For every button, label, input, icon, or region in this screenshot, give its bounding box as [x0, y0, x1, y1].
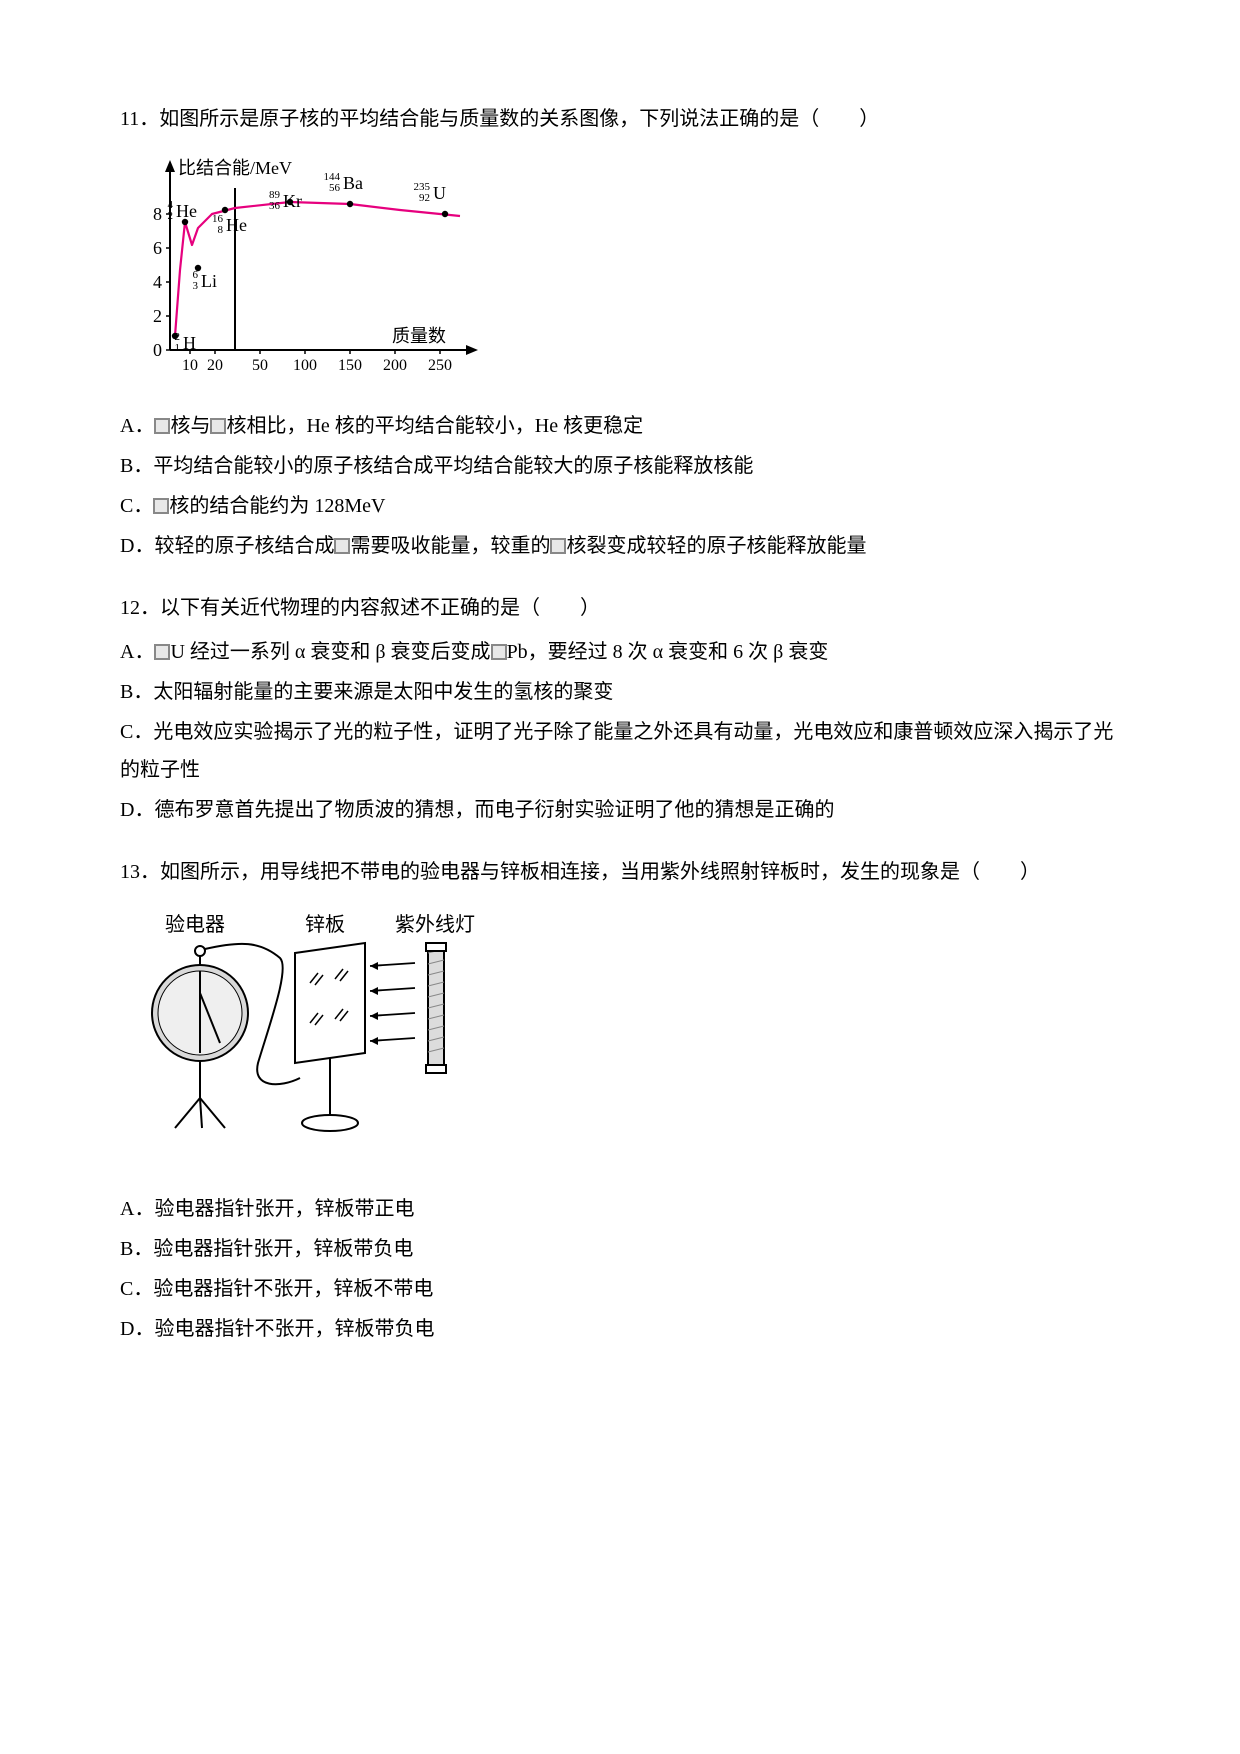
opt-d-pre: D．较轻的原子核结合成	[120, 535, 334, 557]
isotope-placeholder-icon	[154, 418, 170, 434]
q13-stem: 13．如图所示，用导线把不带电的验电器与锌板相连接，当用紫外线照射锌板时，发生的…	[120, 853, 1120, 891]
svg-text:Kr: Kr	[283, 191, 302, 211]
q12-options: A． U 经过一系列 α 衰变和 β 衰变后变成 Pb，要经过 8 次 α 衰变和 …	[120, 633, 1120, 829]
q12-option-b: B．太阳辐射能量的主要来源是太阳中发生的氢核的聚变	[120, 673, 1120, 711]
opt-d-post: 核裂变成较轻的原子核能释放能量	[566, 535, 866, 557]
q11-stem: 11．如图所示是原子核的平均结合能与质量数的关系图像，下列说法正确的是（ ）	[120, 100, 1120, 138]
opt-d-mid: 需要吸收能量，较重的	[350, 535, 550, 557]
svg-text:56: 56	[329, 182, 341, 194]
q12-option-d: D．德布罗意首先提出了物质波的猜想，而电子衍射实验证明了他的猜想是正确的	[120, 791, 1120, 829]
opt-c-post: 核的结合能约为 128MeV	[169, 495, 385, 517]
svg-text:6: 6	[153, 238, 162, 258]
q13-figure: 验电器 锌板 紫外线灯	[140, 903, 480, 1163]
svg-text:H: H	[183, 333, 196, 353]
svg-text:1: 1	[175, 342, 181, 354]
q12-stem: 12．以下有关近代物理的内容叙述不正确的是（ ）	[120, 589, 1120, 627]
q12-option-a: A． U 经过一系列 α 衰变和 β 衰变后变成 Pb，要经过 8 次 α 衰变和 …	[120, 633, 1120, 671]
question-12: 12．以下有关近代物理的内容叙述不正确的是（ ） A． U 经过一系列 α 衰变和…	[120, 589, 1120, 829]
q13-option-b: B．验电器指针张开，锌板带负电	[120, 1230, 1120, 1268]
opt-a-mid1: 核与	[170, 415, 210, 437]
isotope-placeholder-icon	[154, 644, 170, 660]
svg-text:He: He	[176, 201, 197, 221]
isotope-placeholder-icon	[210, 418, 226, 434]
svg-text:Li: Li	[201, 271, 217, 291]
svg-text:200: 200	[383, 357, 407, 374]
opt-a-post: Pb，要经过 8 次 α 衰变和 6 次 β 衰变	[507, 641, 829, 663]
svg-text:10: 10	[182, 357, 198, 374]
svg-text:92: 92	[419, 192, 430, 204]
opt-c-pre: C．	[120, 495, 153, 517]
svg-text:100: 100	[293, 357, 317, 374]
opt-a-mid: U 经过一系列 α 衰变和 β 衰变后变成	[170, 641, 490, 663]
svg-text:验电器: 验电器	[165, 913, 225, 936]
svg-text:3: 3	[193, 280, 199, 292]
isotope-placeholder-icon	[153, 498, 169, 514]
svg-text:Ba: Ba	[343, 173, 363, 193]
q13-option-c: C．验电器指针不张开，锌板不带电	[120, 1270, 1120, 1308]
q11-options: A． 核与核相比，He 核的平均结合能较小，He 核更稳定 B．平均结合能较小的原…	[120, 407, 1120, 565]
svg-text:紫外线灯: 紫外线灯	[395, 913, 475, 936]
svg-text:4: 4	[153, 272, 162, 292]
isotope-placeholder-icon	[491, 644, 507, 660]
q11-option-d: D．较轻的原子核结合成需要吸收能量，较重的核裂变成较轻的原子核能释放能量	[120, 527, 1120, 565]
svg-text:0: 0	[153, 340, 162, 360]
q11-figure: 02468102050100150200250比结合能/MeV质量数21H42H…	[140, 150, 490, 380]
svg-text:36: 36	[269, 200, 281, 212]
q11-option-c: C． 核的结合能约为 128MeV	[120, 487, 1120, 525]
q12-option-c: C．光电效应实验揭示了光的粒子性，证明了光子除了能量之外还具有动量，光电效应和康…	[120, 713, 1120, 789]
opt-a-pre: A．	[120, 415, 154, 437]
svg-text:20: 20	[207, 357, 223, 374]
svg-text:2: 2	[153, 306, 162, 326]
svg-text:比结合能/MeV: 比结合能/MeV	[178, 158, 292, 178]
q13-option-d: D．验电器指针不张开，锌板带负电	[120, 1310, 1120, 1348]
svg-text:8: 8	[218, 224, 224, 236]
svg-text:250: 250	[428, 357, 452, 374]
isotope-placeholder-icon	[550, 538, 566, 554]
svg-text:2: 2	[168, 210, 174, 222]
svg-text:8: 8	[153, 204, 162, 224]
svg-text:He: He	[226, 215, 247, 235]
q13-option-a: A．验电器指针张开，锌板带正电	[120, 1190, 1120, 1228]
q13-options: A．验电器指针张开，锌板带正电 B．验电器指针张开，锌板带负电 C．验电器指针不…	[120, 1190, 1120, 1348]
opt-a-pre: A．	[120, 641, 154, 663]
q11-option-b: B．平均结合能较小的原子核结合成平均结合能较大的原子核能释放核能	[120, 447, 1120, 485]
opt-a-post2: 核相比，He 核的平均结合能较小，He 核更稳定	[226, 415, 643, 437]
svg-text:50: 50	[252, 357, 268, 374]
svg-text:锌板: 锌板	[305, 913, 345, 936]
svg-text:150: 150	[338, 357, 362, 374]
svg-text:U: U	[433, 183, 446, 203]
svg-text:质量数: 质量数	[392, 326, 446, 346]
question-13: 13．如图所示，用导线把不带电的验电器与锌板相连接，当用紫外线照射锌板时，发生的…	[120, 853, 1120, 1348]
question-11: 11．如图所示是原子核的平均结合能与质量数的关系图像，下列说法正确的是（ ） 0…	[120, 100, 1120, 565]
q11-option-a: A． 核与核相比，He 核的平均结合能较小，He 核更稳定	[120, 407, 1120, 445]
isotope-placeholder-icon	[334, 538, 350, 554]
opt-b-text: B．平均结合能较小的原子核结合成平均结合能较大的原子核能释放核能	[120, 455, 753, 477]
